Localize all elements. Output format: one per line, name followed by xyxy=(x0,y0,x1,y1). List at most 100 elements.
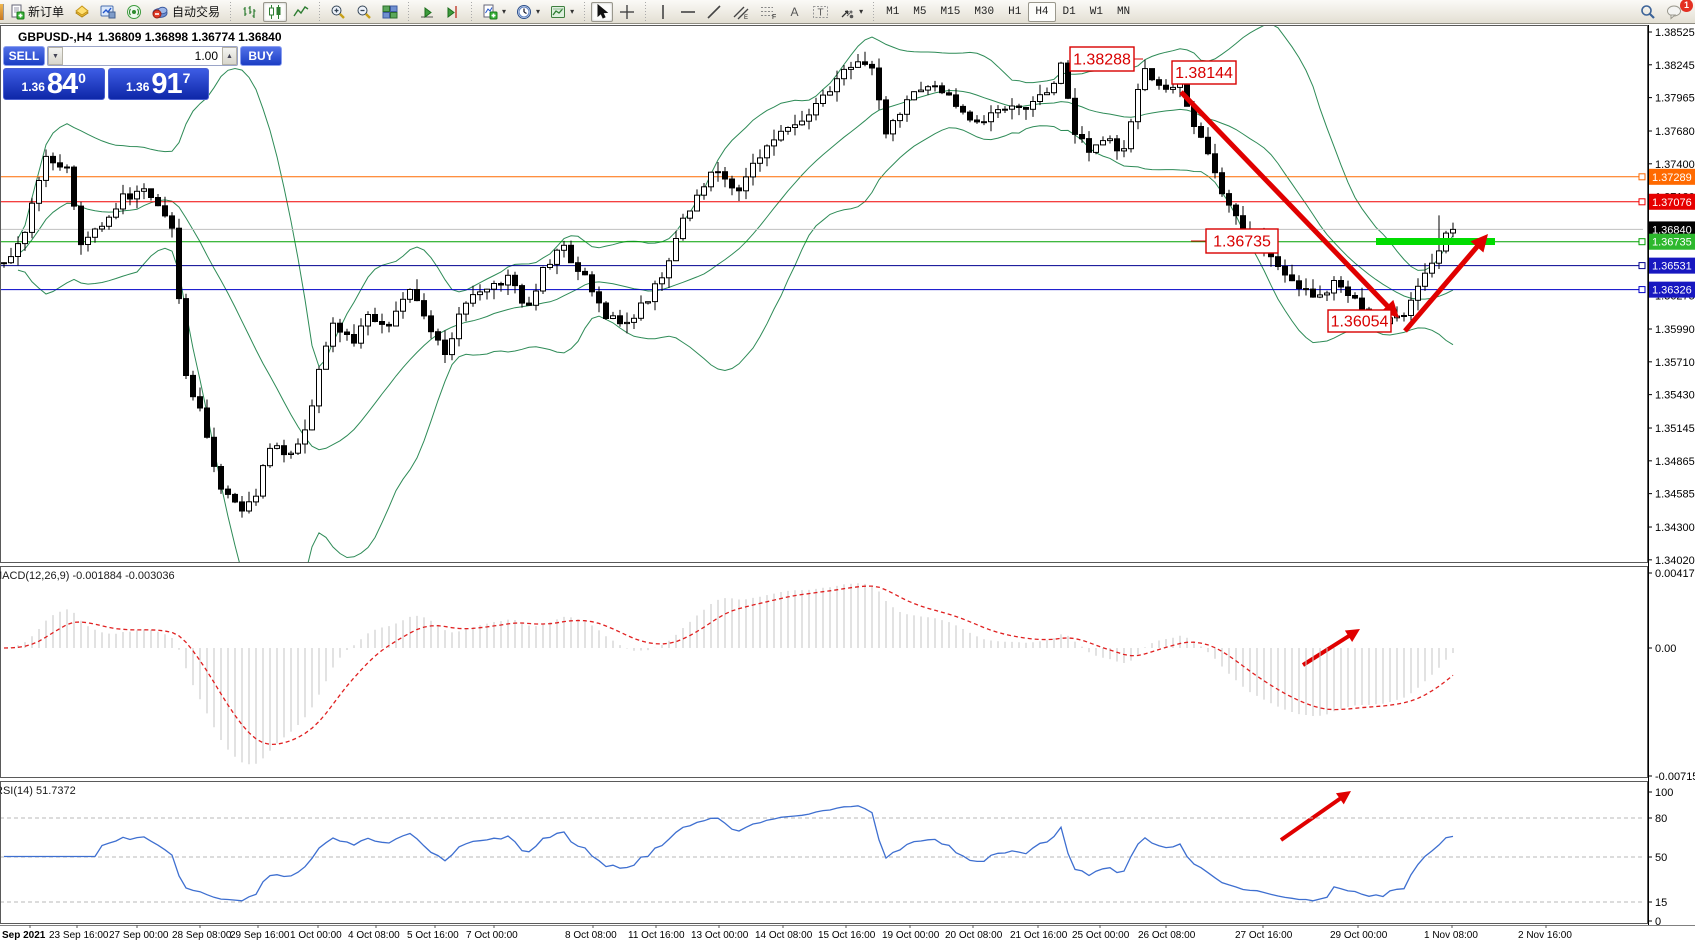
timeframe-m15[interactable]: M15 xyxy=(940,5,961,18)
level-axis-label: 1.36735 xyxy=(1649,233,1695,250)
svg-text:27 Oct 16:00: 27 Oct 16:00 xyxy=(1235,930,1293,941)
indicators-button[interactable]: ▾ xyxy=(478,2,510,22)
line-chart-button[interactable] xyxy=(289,2,313,22)
sell-button[interactable]: SELL xyxy=(3,46,45,66)
timeframe-h4[interactable]: H4 xyxy=(1028,1,1056,22)
trendline-icon xyxy=(707,4,721,19)
price-axis: 1.385251.382451.379651.376801.374001.371… xyxy=(1648,27,1695,928)
timeframe-m30[interactable]: M30 xyxy=(974,5,995,18)
rsi-line xyxy=(4,805,1454,902)
timeframe-bar: M1 M5 M15 M30 H1 H4 D1 W1 MN xyxy=(879,1,1137,22)
periods-button[interactable]: ▾ xyxy=(512,2,544,22)
macd-readout: MACD(12,26,9) -0.001884 -0.003036 xyxy=(0,570,175,582)
svg-text:0.004177: 0.004177 xyxy=(1655,568,1695,580)
volume-input[interactable] xyxy=(63,47,222,65)
bar-chart-button[interactable] xyxy=(237,2,261,22)
svg-text:27 Sep 00:00: 27 Sep 00:00 xyxy=(109,930,169,941)
svg-text:1.37400: 1.37400 xyxy=(1655,159,1695,171)
fibonacci-button[interactable]: F xyxy=(756,2,782,22)
svg-text:13 Oct 00:00: 13 Oct 00:00 xyxy=(691,930,749,941)
dropdown-caret-icon: ▾ xyxy=(859,7,864,16)
equidistant-channel-button[interactable]: E xyxy=(728,2,754,22)
svg-text:1.38144: 1.38144 xyxy=(1175,65,1233,82)
timeframe-m5[interactable]: M5 xyxy=(913,5,927,18)
text-button[interactable]: A xyxy=(784,2,806,22)
price-chart-canvas: 1.38288 1.38144 1.36735 1.36054 1.38525 1.382… xyxy=(0,25,1695,941)
text-label-button[interactable]: T xyxy=(808,2,833,22)
svg-text:1 Nov 08:00: 1 Nov 08:00 xyxy=(1424,930,1478,941)
svg-text:Sep 2021: Sep 2021 xyxy=(2,930,46,941)
buy-price-big: 91 xyxy=(151,68,182,100)
market-watch-button[interactable] xyxy=(96,2,120,22)
svg-text:1.37965: 1.37965 xyxy=(1655,93,1695,105)
profiles-icon xyxy=(75,4,89,18)
svg-text:14 Oct 08:00: 14 Oct 08:00 xyxy=(755,930,813,941)
toolbar-separator xyxy=(870,1,878,22)
toolbar-separator xyxy=(316,1,324,22)
trendline-button[interactable] xyxy=(702,2,726,22)
autotrading-label: 自动交易 xyxy=(172,5,221,19)
candlestick-series xyxy=(1,51,1456,518)
periods-clock-icon xyxy=(517,4,532,19)
dropdown-caret-icon: ▾ xyxy=(502,7,507,16)
svg-text:5 Oct 16:00: 5 Oct 16:00 xyxy=(407,930,459,941)
zoom-in-icon xyxy=(331,5,345,19)
autotrading-button[interactable]: 自动交易 xyxy=(148,2,224,22)
svg-text:23 Sep 16:00: 23 Sep 16:00 xyxy=(49,930,109,941)
arrows-shapes-icon xyxy=(841,9,854,18)
level-axis-label: 1.36326 xyxy=(1649,281,1695,298)
timeframe-mn[interactable]: MN xyxy=(1116,5,1131,18)
clipped-edge-icon xyxy=(0,3,4,20)
arrows-shapes-button[interactable]: ▾ xyxy=(835,2,867,22)
svg-text:1.38288: 1.38288 xyxy=(1073,52,1131,69)
fibonacci-icon: F xyxy=(761,6,776,20)
chart-annotations: 1.38288 1.38144 1.36735 1.36054 xyxy=(1069,46,1495,842)
cursor-button[interactable] xyxy=(591,1,614,22)
crosshair-button[interactable] xyxy=(615,2,639,22)
auto-scroll-icon xyxy=(421,6,434,18)
macd-pane xyxy=(3,583,1454,765)
svg-text:20 Oct 08:00: 20 Oct 08:00 xyxy=(945,930,1003,941)
signals-button[interactable] xyxy=(122,2,146,22)
toolbar-separator xyxy=(642,1,650,22)
buy-button[interactable]: BUY xyxy=(240,46,282,66)
timeframe-w1[interactable]: W1 xyxy=(1089,5,1103,18)
volume-decrease-button[interactable]: ▼ xyxy=(48,47,63,65)
sell-price-display[interactable]: 1.36 84 0 xyxy=(3,68,105,100)
svg-text:T: T xyxy=(818,7,824,18)
auto-scroll-button[interactable] xyxy=(415,2,439,22)
tile-windows-button[interactable] xyxy=(378,2,402,22)
templates-button[interactable]: ▾ xyxy=(546,2,578,22)
profiles-button[interactable] xyxy=(70,2,94,22)
support-highlight-bar xyxy=(1376,238,1495,245)
svg-text:15: 15 xyxy=(1655,897,1667,909)
svg-text:1.37680: 1.37680 xyxy=(1655,126,1695,138)
zoom-in-button[interactable] xyxy=(326,2,350,22)
rsi-readout: RSI(14) 51.7372 xyxy=(0,785,76,797)
trend-arrow xyxy=(1403,244,1480,333)
svg-text:1.36326: 1.36326 xyxy=(1652,285,1692,297)
svg-text:1.35145: 1.35145 xyxy=(1655,423,1695,435)
volume-increase-button[interactable]: ▲ xyxy=(222,47,237,65)
indicator-labels: MACD(12,26,9) -0.001884 -0.003036 RSI(14)… xyxy=(0,570,175,797)
timeframe-m1[interactable]: M1 xyxy=(886,5,900,18)
notifications-button[interactable]: 1 xyxy=(1662,0,1693,22)
price-callout: 1.36054 xyxy=(1327,309,1392,333)
buy-price-display[interactable]: 1.36 91 7 xyxy=(107,68,209,100)
svg-text:80: 80 xyxy=(1655,813,1667,825)
zoom-out-button[interactable] xyxy=(352,2,376,22)
sell-price-big: 84 xyxy=(46,68,78,100)
horizontal-line-button[interactable] xyxy=(676,2,700,22)
svg-text:F: F xyxy=(772,14,776,20)
timeframe-h1[interactable]: H1 xyxy=(1008,5,1022,18)
timeframe-d1[interactable]: D1 xyxy=(1062,5,1076,18)
svg-text:1.34865: 1.34865 xyxy=(1655,456,1695,468)
search-button[interactable] xyxy=(1636,2,1660,22)
new-order-button[interactable]: 新订单 xyxy=(5,2,68,22)
tile-windows-icon xyxy=(382,5,398,18)
vertical-line-button[interactable] xyxy=(652,2,674,22)
chat-bubble-icon xyxy=(1667,5,1681,20)
chart-shift-button[interactable] xyxy=(441,2,465,22)
candlestick-chart-button[interactable] xyxy=(263,1,288,22)
horizontal-line-icon xyxy=(681,10,696,13)
